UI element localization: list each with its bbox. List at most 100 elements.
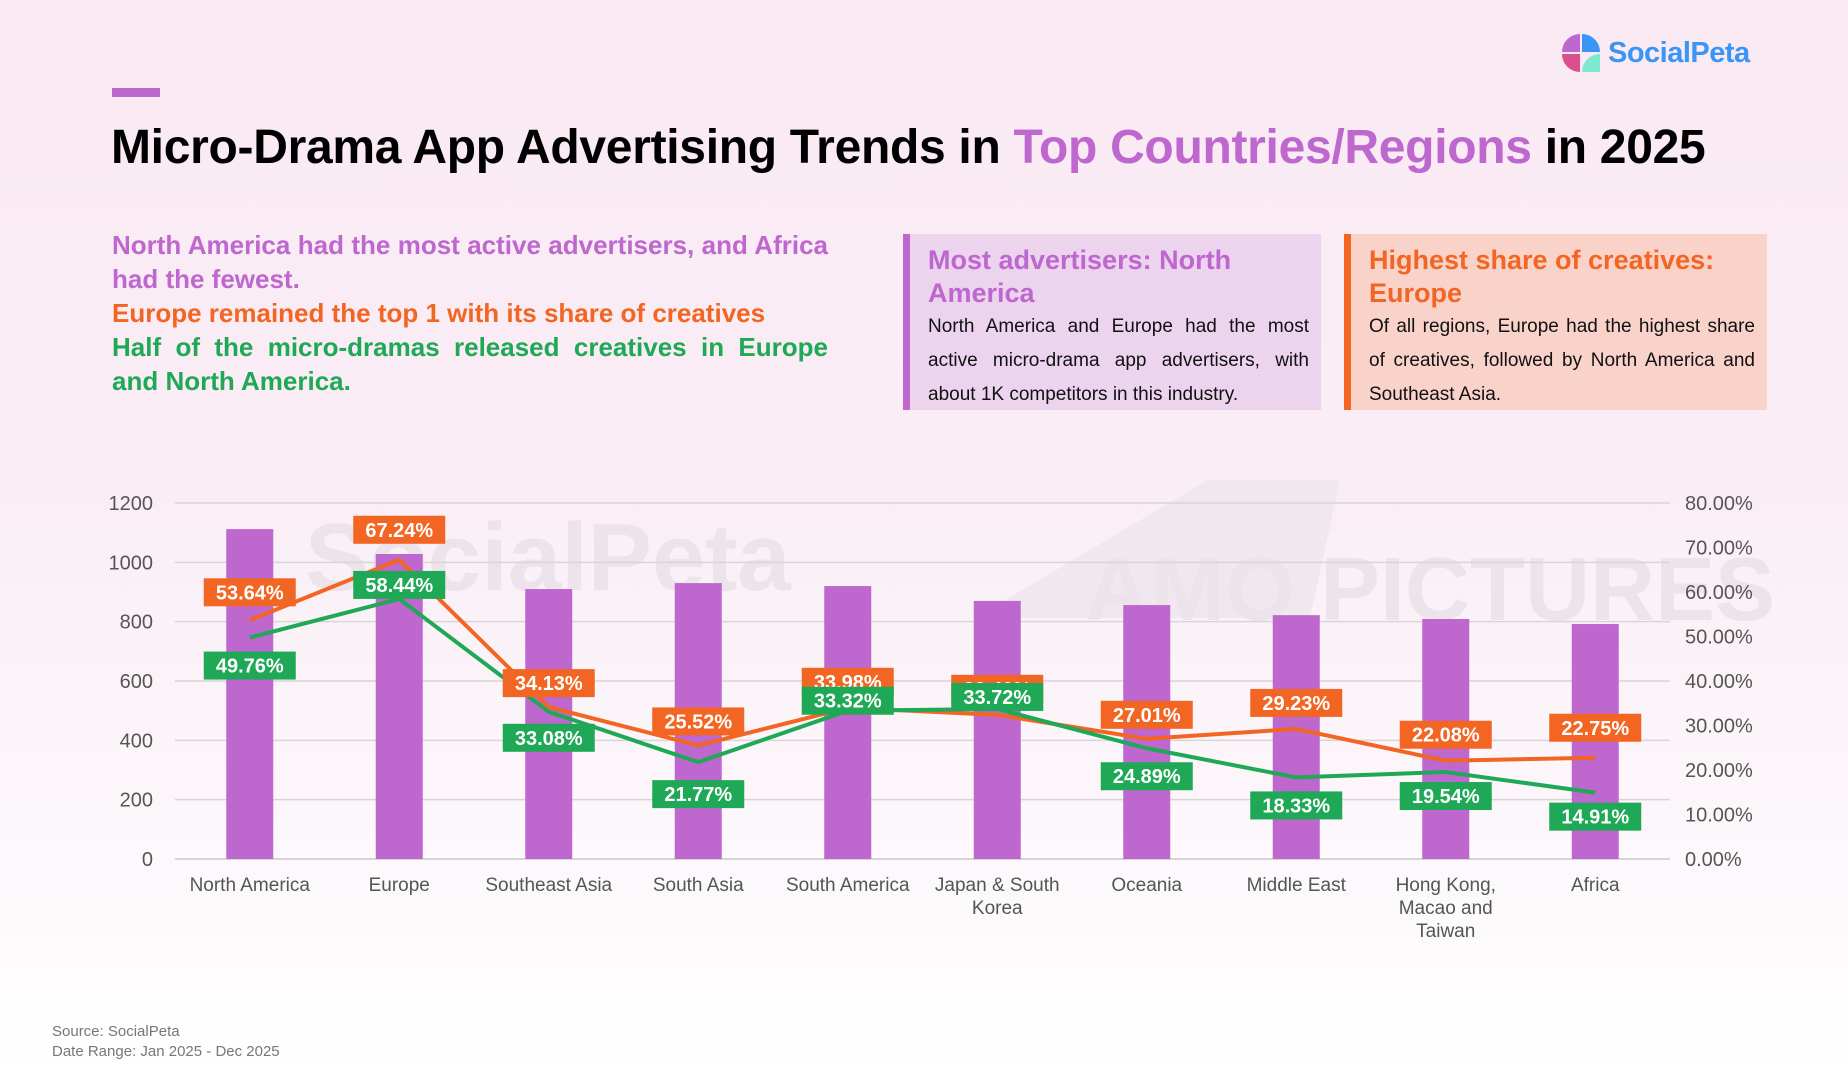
x-tick-label: Southeast Asia: [485, 875, 612, 896]
x-tick-label: South Asia: [653, 875, 744, 896]
chart-svg: SocialPeta AMO PICTURES 53.64%67.24%34.13…: [109, 390, 1775, 973]
data-label-dramas-text: 18.33%: [1262, 795, 1330, 817]
card-body: Of all regions, Europe had the highest s…: [1369, 316, 1755, 405]
card-title: Highest share of creatives: Europe: [1369, 245, 1715, 308]
data-label-creatives: 53.64%: [203, 578, 296, 607]
data-label-creatives-bg: [1399, 720, 1492, 749]
data-label-dramas-bg: [1100, 762, 1193, 791]
brand-logo: SocialPeta: [1562, 34, 1750, 72]
data-label-dramas-bg: [1399, 782, 1492, 811]
data-label-dramas: 33.72%: [951, 682, 1044, 711]
data-label-dramas-bg: [1549, 802, 1642, 831]
data-label-creatives-text: 22.75%: [1561, 718, 1629, 740]
data-label-dramas: 19.54%: [1399, 782, 1492, 811]
y-right-tick-label: 60.00%: [1685, 582, 1753, 604]
line-layer: [248, 557, 1596, 795]
data-label-creatives-bg: [1549, 713, 1642, 742]
data-label-dramas-text: 21.77%: [664, 784, 732, 806]
data-label-dramas-text: 14.91%: [1561, 807, 1629, 829]
x-tick-label: Hong Kong,: [1396, 875, 1496, 896]
data-label-creatives-text: 22.08%: [1412, 725, 1480, 747]
y-right-tick-label: 70.00%: [1685, 538, 1753, 560]
x-tick-label: Macao and: [1399, 898, 1493, 919]
source-note: Source: SocialPeta Date Range: Jan 2025 …: [52, 1022, 280, 1062]
data-label-dramas: 24.89%: [1100, 762, 1193, 791]
data-label-creatives: 34.13%: [502, 669, 595, 698]
data-label-creatives-bg: [1100, 700, 1193, 729]
x-tick-label: Europe: [369, 875, 430, 896]
data-label-dramas-text: 24.89%: [1113, 766, 1181, 788]
data-label-dramas: 58.44%: [353, 570, 446, 599]
data-label-dramas-text: 49.76%: [216, 656, 284, 678]
data-label-dramas-text: 19.54%: [1412, 786, 1480, 808]
bar-advertisers: [824, 586, 872, 859]
summary-dramas: Half of the micro-dramas released creati…: [112, 332, 828, 396]
data-label-dramas-bg: [502, 723, 595, 752]
x-tick-label: Oceania: [1111, 875, 1182, 896]
data-label-dramas-text: 33.72%: [963, 687, 1031, 709]
data-label-dramas-bg: [353, 570, 446, 599]
x-tick-label: Taiwan: [1416, 921, 1475, 942]
y-right-tick-label: 30.00%: [1685, 716, 1753, 738]
y-left-tick-label: 1000: [109, 552, 154, 574]
x-tick-label: Japan & South: [935, 875, 1060, 896]
y-left-tick-label: 400: [120, 730, 153, 752]
y-left-tick-label: 600: [120, 671, 153, 693]
data-label-dramas: 33.08%: [502, 723, 595, 752]
x-tick-label: Middle East: [1247, 875, 1347, 896]
y-left-tick-label: 0: [142, 849, 153, 871]
data-label-creatives: 22.75%: [1549, 713, 1642, 742]
y-left-tick-label: 1200: [109, 493, 154, 515]
data-label-dramas-bg: [652, 780, 745, 809]
data-label-creatives-text: 25.52%: [664, 711, 732, 733]
data-label-creatives: 27.01%: [1100, 700, 1193, 729]
y-right-tick-label: 20.00%: [1685, 760, 1753, 782]
data-label-creatives-bg: [502, 669, 595, 698]
x-tick-label: South America: [786, 875, 910, 896]
y-right-tick-label: 80.00%: [1685, 493, 1753, 515]
y-right-tick-label: 50.00%: [1685, 627, 1753, 649]
y-left-tick-label: 800: [120, 612, 153, 634]
title-accent-bar: [112, 88, 160, 97]
data-label-dramas-bg: [801, 686, 894, 715]
title-part-2: in 2025: [1531, 121, 1706, 174]
data-label-creatives-text: 34.13%: [515, 673, 583, 695]
data-label-creatives: 67.24%: [353, 515, 446, 544]
card-highest-creatives: Highest share of creatives: Europe Of al…: [1344, 234, 1767, 410]
axis-layer: 0 200 400 600 800 1000 1200 0.00% 10.00% 20.00% 30…: [109, 493, 1754, 942]
data-label-creatives-text: 27.01%: [1113, 705, 1181, 727]
data-label-dramas: 33.32%: [801, 686, 894, 715]
data-label-creatives-bg: [353, 515, 446, 544]
data-label-creatives-bg: [203, 578, 296, 607]
title-part-1: Micro-Drama App Advertising Trends in: [111, 121, 1014, 174]
source-text: Source: SocialPeta: [52, 1023, 180, 1040]
data-label-dramas-text: 33.08%: [515, 728, 583, 750]
summary-creatives: Europe remained the top 1 with its share…: [112, 298, 766, 328]
data-label-dramas-bg: [1250, 791, 1343, 820]
socialpeta-logo-icon: [1562, 34, 1600, 72]
combo-chart: SocialPeta AMO PICTURES 53.64% 67.24% 34.13…: [0, 390, 1848, 973]
page-title: Micro-Drama App Advertising Trends in To…: [111, 120, 1706, 175]
summary-text: North America had the most active advert…: [112, 228, 828, 398]
data-label-creatives-bg: [652, 707, 745, 736]
title-highlight: Top Countries/Regions: [1013, 121, 1532, 174]
card-title: Most advertisers: North America: [928, 245, 1232, 308]
y-right-tick-label: 40.00%: [1685, 671, 1753, 693]
bar-advertisers: [1123, 605, 1171, 859]
data-label-dramas-bg: [203, 651, 296, 680]
bar-advertisers: [973, 600, 1021, 859]
data-label-dramas: 49.76%: [203, 651, 296, 680]
card-most-advertisers: Most advertisers: North America North Am…: [903, 234, 1321, 410]
y-right-tick-label: 10.00%: [1685, 805, 1753, 827]
data-label-creatives-text: 67.24%: [365, 520, 433, 542]
card-body: North America and Europe had the most ac…: [928, 316, 1309, 405]
data-label-dramas: 21.77%: [652, 780, 745, 809]
data-label-creatives: 29.23%: [1250, 688, 1343, 717]
y-left-tick-label: 200: [120, 790, 153, 812]
summary-advertisers: North America had the most active advert…: [112, 230, 828, 294]
data-label-dramas: 18.33%: [1250, 791, 1343, 820]
line-dramas: [249, 596, 1596, 795]
data-label-creatives-text: 29.23%: [1262, 693, 1330, 715]
x-tick-label: North America: [190, 875, 311, 896]
data-label-dramas-text: 33.32%: [814, 691, 882, 713]
